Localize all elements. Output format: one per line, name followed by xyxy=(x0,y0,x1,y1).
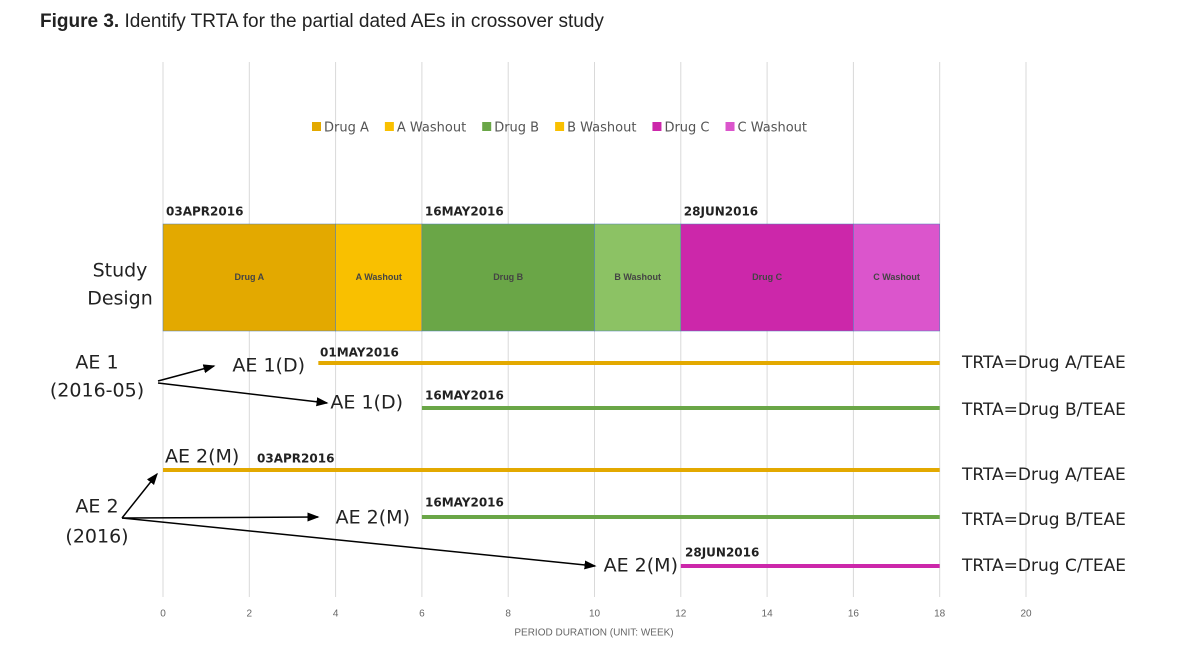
x-tick-label: 20 xyxy=(1020,609,1032,620)
chart-title: Figure 3. Identify TRTA for the partial … xyxy=(40,11,604,32)
design-label: Design xyxy=(87,288,153,310)
x-tick-label: 14 xyxy=(762,609,774,620)
ae-label: AE 2(M) xyxy=(165,446,239,468)
ae-date: 03APR2016 xyxy=(257,452,334,466)
legend-label: A Washout xyxy=(397,121,466,136)
trta-label: TRTA=Drug B/TEAE xyxy=(961,400,1126,420)
x-tick-label: 2 xyxy=(247,609,253,620)
segment-label: C Washout xyxy=(873,272,920,282)
group-label: AE 1 xyxy=(75,352,118,374)
ae-date: 16MAY2016 xyxy=(425,389,504,403)
segment-label: Drug C xyxy=(752,272,782,282)
arrows xyxy=(121,364,597,570)
segment-label: Drug A xyxy=(234,272,264,282)
trta-label: TRTA=Drug C/TEAE xyxy=(961,556,1126,576)
legend-label: Drug C xyxy=(664,121,709,136)
legend-swatch xyxy=(652,122,662,131)
legend-label: C Washout xyxy=(738,121,808,136)
design-segment xyxy=(421,223,595,332)
design-segment xyxy=(853,223,940,332)
x-tick-label: 6 xyxy=(419,609,425,620)
trta-label: TRTA=Drug A/TEAE xyxy=(961,353,1126,373)
legend-label: Drug B xyxy=(494,121,539,136)
group-label: (2016-05) xyxy=(50,380,144,402)
x-tick-label: 8 xyxy=(505,609,511,620)
group-label: (2016) xyxy=(65,526,128,548)
design-segment xyxy=(680,223,854,332)
ae-date: 16MAY2016 xyxy=(425,496,504,510)
x-tick-label: 12 xyxy=(675,609,687,620)
trta-label: TRTA=Drug B/TEAE xyxy=(961,510,1126,530)
x-tick-label: 0 xyxy=(160,609,166,620)
group-label: AE 2 xyxy=(75,496,118,518)
x-tick-label: 10 xyxy=(589,609,601,620)
title-prefix: Figure 3. xyxy=(40,11,119,32)
trta-label: TRTA=Drug A/TEAE xyxy=(961,465,1126,485)
design-date: 03APR2016 xyxy=(166,205,243,219)
legend-label: Drug A xyxy=(324,121,369,136)
segment-label: B Washout xyxy=(614,272,661,282)
design-segment xyxy=(335,223,423,332)
design-label: Study xyxy=(93,260,148,282)
ae-date: 28JUN2016 xyxy=(685,546,759,560)
legend-swatch xyxy=(555,122,565,131)
segment-label: Drug B xyxy=(493,272,523,282)
legend-swatch xyxy=(725,122,735,131)
design-segment xyxy=(594,223,682,332)
ae-date: 01MAY2016 xyxy=(320,346,399,360)
design-date: 28JUN2016 xyxy=(684,205,758,219)
legend-swatch xyxy=(482,122,492,131)
legend-label: B Washout xyxy=(567,121,636,136)
legend-swatch xyxy=(384,122,394,131)
x-tick-label: 18 xyxy=(934,609,946,620)
ae-label: AE 1(D) xyxy=(330,392,403,414)
segment-label: A Washout xyxy=(356,272,402,282)
title-text: Identify TRTA for the partial dated AEs … xyxy=(124,11,604,32)
x-axis-title: PERIOD DURATION (UNIT: WEEK) xyxy=(514,628,673,639)
design-segment xyxy=(162,223,336,332)
design-date: 16MAY2016 xyxy=(425,205,504,219)
x-tick-label: 16 xyxy=(848,609,860,620)
ae-label: AE 1(D) xyxy=(232,355,305,377)
ae-label: AE 2(M) xyxy=(336,507,410,529)
ae-label: AE 2(M) xyxy=(604,555,678,577)
legend-swatch xyxy=(312,122,321,131)
x-tick-label: 4 xyxy=(333,609,339,620)
